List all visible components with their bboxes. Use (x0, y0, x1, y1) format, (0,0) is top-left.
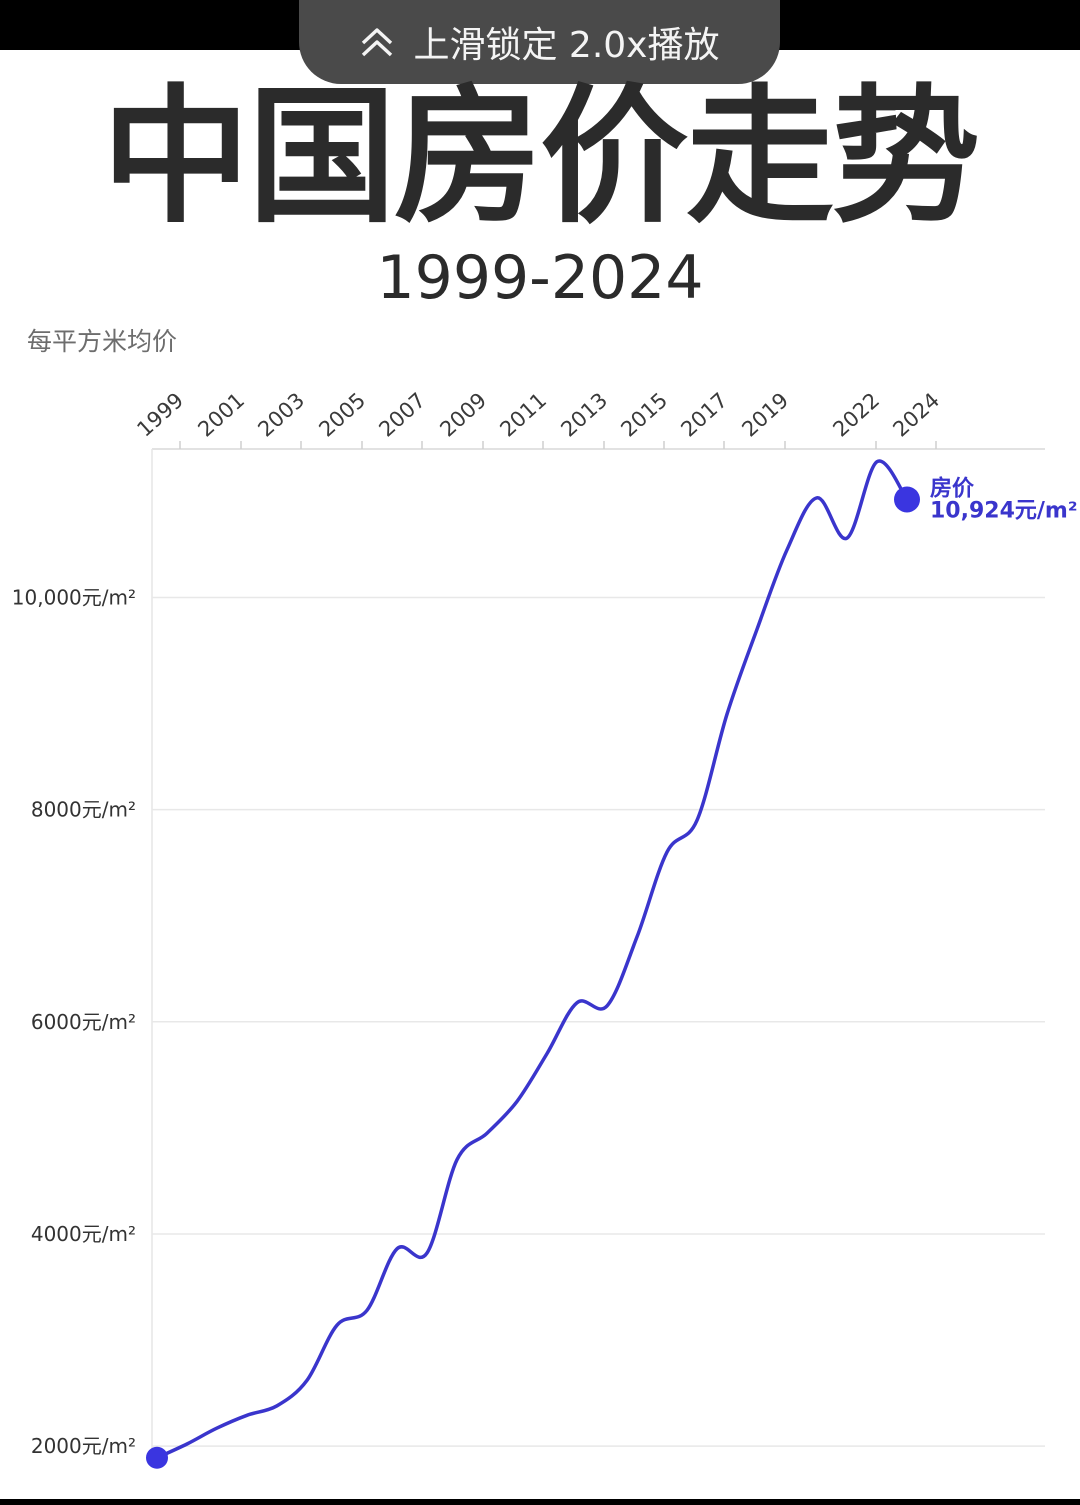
series-lines (155, 459, 909, 1460)
series-line-0 (155, 459, 909, 1460)
chart-title: 中国房价走势 (102, 71, 980, 243)
end-point-marker (894, 486, 920, 513)
speed-lock-pill[interactable]: 上滑锁定 2.0x播放 (299, 0, 780, 84)
x-tick-label: 2011 (495, 388, 551, 442)
x-tick-label: 2005 (314, 388, 370, 442)
x-tick-label: 2017 (676, 388, 732, 442)
x-tick-label: 2022 (828, 388, 884, 442)
x-tick-labels: 1999 2001 2003 2005 2007 2009 2011 2013 2015 2017… (132, 388, 944, 442)
x-tick-label: 2015 (616, 388, 672, 442)
x-tick-label: 2003 (253, 388, 309, 442)
y-tick-label: 4000元/m² (31, 1222, 136, 1246)
x-tick-label: 2009 (435, 388, 491, 442)
chart-subtitle: 1999-2024 (376, 243, 704, 313)
speed-lock-text: 上滑锁定 2.0x播放 (413, 25, 720, 66)
gridlines (151, 441, 1045, 1462)
y-axis-label: 每平方米均价 (27, 327, 178, 356)
x-tick-label: 2007 (374, 388, 430, 442)
x-tick-label: 2019 (737, 388, 793, 442)
end-label-series-name: 房价 (930, 475, 975, 501)
end-label-value: 10,924元/m² (930, 498, 1078, 523)
y-tick-label: 2000元/m² (31, 1434, 136, 1458)
y-tick-labels: 2000元/m² 4000元/m² 6000元/m² 8000元/m² 10,000元/… (12, 586, 136, 1459)
x-tick-label: 2024 (888, 388, 944, 442)
start-point-marker (146, 1446, 168, 1469)
series-markers (146, 486, 920, 1469)
bottom-band (0, 1499, 1080, 1505)
y-tick-label: 8000元/m² (31, 798, 136, 822)
double-chevron-up-icon (362, 28, 393, 57)
x-tick-label: 2013 (556, 388, 612, 442)
x-tick-label: 2001 (193, 388, 249, 442)
x-tick-label: 1999 (132, 388, 188, 442)
y-tick-label: 6000元/m² (31, 1010, 136, 1034)
y-tick-label: 10,000元/m² (12, 586, 136, 610)
